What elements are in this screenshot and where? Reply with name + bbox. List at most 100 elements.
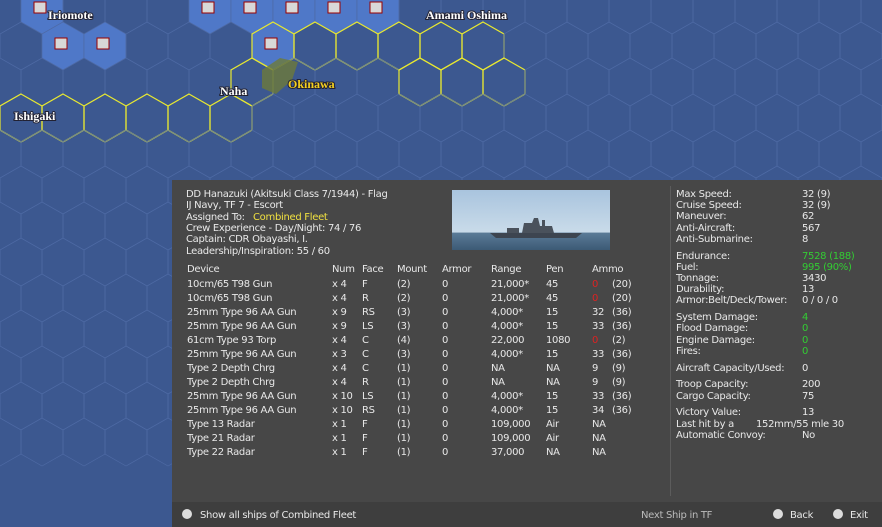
hex[interactable] [146, 129, 190, 179]
unit-icon[interactable] [264, 37, 278, 50]
hex[interactable] [356, 57, 400, 107]
hex[interactable] [83, 165, 127, 215]
hex[interactable] [440, 57, 484, 107]
hex[interactable] [797, 21, 841, 71]
hex[interactable] [293, 93, 337, 143]
hex[interactable] [230, 129, 274, 179]
hex[interactable] [0, 381, 43, 431]
unit-icon[interactable] [369, 1, 383, 14]
back-button[interactable]: Back [790, 510, 814, 521]
hex[interactable] [398, 129, 442, 179]
hex[interactable] [566, 0, 610, 35]
hex[interactable] [776, 129, 820, 179]
hex[interactable] [482, 57, 526, 107]
hex[interactable] [41, 381, 85, 431]
hex[interactable] [125, 93, 169, 143]
hex[interactable] [314, 129, 358, 179]
hex[interactable] [419, 21, 463, 71]
hex[interactable] [0, 417, 22, 467]
unit-icon[interactable] [33, 1, 47, 14]
hex[interactable] [125, 309, 169, 359]
hex[interactable] [566, 129, 610, 179]
hex[interactable] [0, 345, 22, 395]
hex[interactable] [0, 129, 22, 179]
show-all-button[interactable]: Show all ships of Combined Fleet [200, 510, 357, 521]
unit-icon[interactable] [201, 1, 215, 14]
hex[interactable] [545, 93, 589, 143]
hex[interactable] [20, 129, 64, 179]
hex[interactable] [545, 21, 589, 71]
hex[interactable] [692, 129, 736, 179]
next-ship-button[interactable]: Next Ship in TF [641, 510, 713, 521]
hex[interactable] [125, 21, 169, 71]
hex[interactable] [62, 129, 106, 179]
hex[interactable] [587, 21, 631, 71]
hex[interactable] [83, 381, 127, 431]
hex[interactable] [713, 93, 757, 143]
hex[interactable] [125, 237, 169, 287]
hex[interactable] [671, 93, 715, 143]
hex[interactable] [839, 21, 882, 71]
hex[interactable] [566, 57, 610, 107]
hex[interactable] [692, 57, 736, 107]
hex[interactable] [0, 0, 22, 35]
hex[interactable] [20, 345, 64, 395]
hex[interactable] [377, 93, 421, 143]
hex[interactable] [608, 57, 652, 107]
hex[interactable] [734, 129, 778, 179]
hex[interactable] [188, 57, 232, 107]
hex[interactable] [167, 93, 211, 143]
unit-icon[interactable] [327, 1, 341, 14]
hex[interactable] [20, 273, 64, 323]
hex[interactable] [524, 129, 568, 179]
hex[interactable] [608, 129, 652, 179]
hex[interactable] [0, 309, 43, 359]
hex[interactable] [62, 273, 106, 323]
hex[interactable] [83, 237, 127, 287]
button-icon[interactable] [182, 509, 192, 519]
hex[interactable] [104, 201, 148, 251]
hex[interactable] [755, 93, 799, 143]
hex[interactable] [734, 57, 778, 107]
hex[interactable] [104, 417, 148, 467]
hex[interactable] [0, 201, 22, 251]
hex[interactable] [125, 381, 169, 431]
hex[interactable] [839, 93, 882, 143]
hex[interactable] [650, 57, 694, 107]
hex[interactable] [671, 21, 715, 71]
hex[interactable] [272, 129, 316, 179]
hex[interactable] [62, 417, 106, 467]
hex[interactable] [608, 0, 652, 35]
hex[interactable] [146, 0, 190, 35]
hex[interactable] [776, 0, 820, 35]
hex[interactable] [629, 21, 673, 71]
hex[interactable] [20, 417, 64, 467]
hex[interactable] [209, 93, 253, 143]
hex[interactable] [776, 57, 820, 107]
hex[interactable] [62, 345, 106, 395]
hex[interactable] [104, 273, 148, 323]
hex[interactable] [398, 57, 442, 107]
hex[interactable] [0, 165, 43, 215]
hex[interactable] [818, 0, 862, 35]
hex[interactable] [503, 21, 547, 71]
hex[interactable] [650, 129, 694, 179]
hex[interactable] [755, 21, 799, 71]
hex[interactable] [125, 165, 169, 215]
hex[interactable] [419, 93, 463, 143]
exit-button[interactable]: Exit [850, 510, 868, 521]
hex[interactable] [692, 0, 736, 35]
hex[interactable] [188, 129, 232, 179]
hex[interactable] [587, 93, 631, 143]
hex[interactable] [461, 21, 505, 71]
hex[interactable] [440, 129, 484, 179]
unit-icon[interactable] [96, 37, 110, 50]
hex[interactable] [524, 0, 568, 35]
hex[interactable] [356, 129, 400, 179]
hex[interactable] [818, 57, 862, 107]
hex[interactable] [104, 345, 148, 395]
hex[interactable] [41, 237, 85, 287]
hex[interactable] [41, 309, 85, 359]
hex[interactable] [629, 93, 673, 143]
hex[interactable] [650, 0, 694, 35]
